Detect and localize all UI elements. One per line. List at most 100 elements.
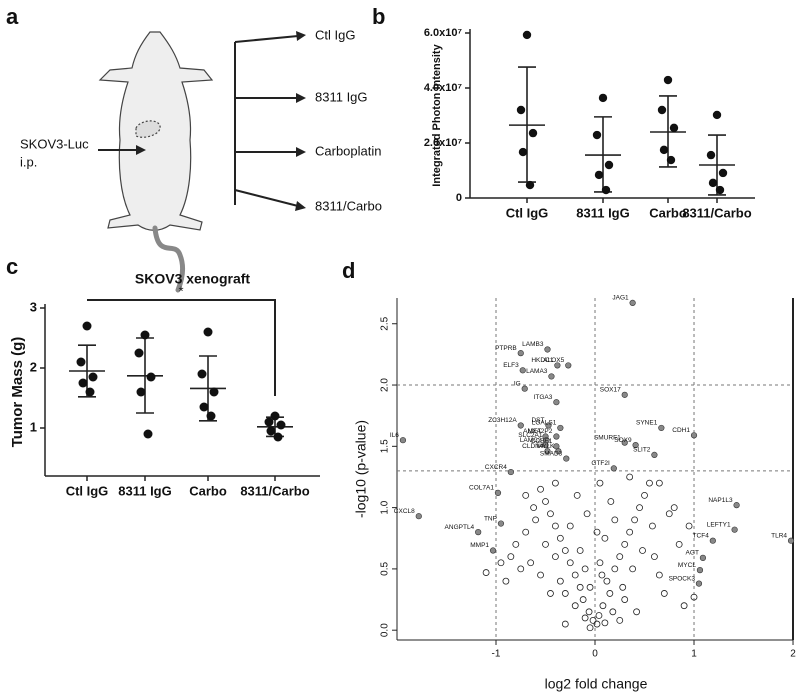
labeled-point [610, 465, 617, 472]
data-point [82, 321, 92, 331]
data-point [651, 553, 658, 561]
chart-title: SKOV3 xenograft [135, 271, 250, 287]
labeled-point [507, 468, 514, 476]
data-point [631, 516, 639, 524]
data-point [708, 178, 718, 188]
data-point [566, 559, 574, 567]
y-tick-label: 0 [456, 192, 462, 204]
point-label: ZC3H12A [488, 417, 517, 424]
point-label: SOX9 [614, 437, 632, 444]
y-tick-label: 0.0 [380, 623, 391, 637]
data-point [611, 565, 619, 573]
labeled-point [475, 529, 482, 536]
panel-label: a [6, 4, 19, 29]
point-label: GTF2I [591, 460, 610, 467]
group-label: Carboplatin [315, 143, 382, 158]
y-tick-label: 4.0x10⁷ [424, 82, 463, 94]
data-point [581, 614, 589, 622]
data-point [542, 540, 549, 548]
panel-label: c [6, 254, 18, 279]
data-point [482, 569, 490, 576]
data-point [522, 30, 532, 40]
panel-label: d [342, 258, 355, 283]
point-label: SLIT2 [633, 447, 651, 454]
data-point [561, 547, 569, 554]
data-point [264, 417, 274, 427]
data-point [556, 577, 564, 585]
data-point [78, 378, 88, 388]
data-point [273, 432, 283, 442]
significance-mark: * [178, 283, 183, 298]
data-point [547, 590, 554, 597]
labeled-point [632, 441, 639, 449]
data-point [609, 608, 617, 616]
x-tick-label: Carbo [649, 205, 687, 220]
x-tick-label: 2 [790, 649, 796, 660]
data-point [197, 369, 207, 379]
y-tick-label: 2.0x10⁷ [424, 137, 463, 149]
data-point [646, 479, 653, 487]
labeled-point [399, 437, 407, 444]
y-tick-label: 2 [30, 359, 37, 374]
labeled-point [517, 422, 524, 429]
x-tick-label: Ctl IgG [66, 483, 109, 498]
data-point [599, 602, 607, 610]
point-label: SYNE1 [636, 420, 658, 427]
point-label: SPOCK3 [669, 575, 696, 582]
x-tick-label: Ctl IgG [506, 205, 549, 220]
group-label: Ctl IgG [315, 27, 355, 42]
labeled-point [415, 513, 422, 520]
point-label: CDH1 [672, 427, 690, 434]
point-label: SMAD3 [540, 450, 563, 457]
data-point [547, 510, 554, 518]
labeled-point [629, 299, 636, 307]
point-label: LAMA3 [526, 368, 548, 375]
point-label: SOX17 [600, 387, 621, 394]
data-point [525, 180, 535, 190]
data-point [601, 185, 611, 195]
data-point [134, 348, 144, 358]
point-label: SLC2A1 [518, 432, 543, 439]
x-axis-title: log2 fold change [545, 676, 648, 692]
data-point [143, 429, 153, 439]
labeled-point [521, 385, 528, 392]
data-point [579, 596, 587, 603]
x-tick-label: -1 [492, 649, 501, 660]
data-point [140, 330, 150, 340]
y-tick-label: 1.5 [380, 439, 391, 453]
data-point [596, 559, 604, 567]
y-axis-title: Integrated Photon Intensity [431, 43, 443, 186]
data-point [552, 479, 559, 487]
data-point [626, 528, 634, 536]
y-axis-title: -log10 (p-value) [353, 420, 369, 518]
x-tick-label: 8311 IgG [118, 483, 171, 498]
data-point [552, 522, 559, 530]
data-point [561, 590, 569, 597]
data-point [706, 150, 716, 160]
point-label: DST [531, 417, 544, 424]
labeled-point [519, 367, 526, 374]
data-point [598, 93, 608, 103]
data-point [522, 528, 530, 536]
labeled-point [497, 520, 505, 527]
point-label: HKDC1 [531, 357, 553, 364]
data-point [718, 168, 728, 178]
y-tick-label: 1 [30, 419, 37, 434]
data-point [586, 583, 594, 591]
point-label: MMP1 [470, 542, 489, 549]
x-tick-label: 1 [691, 649, 697, 660]
labeled-point [544, 346, 551, 353]
point-label: SMURF1 [594, 434, 621, 441]
labeled-point [548, 373, 555, 380]
labeled-point [690, 432, 698, 439]
data-point [607, 498, 615, 505]
data-point [270, 411, 280, 421]
data-point [576, 583, 584, 591]
point-label: JAG1 [612, 295, 629, 302]
data-point [542, 498, 549, 505]
y-tick-label: 0.5 [380, 562, 391, 576]
data-point [616, 616, 624, 624]
data-point [685, 522, 693, 530]
labeled-point [696, 567, 704, 574]
